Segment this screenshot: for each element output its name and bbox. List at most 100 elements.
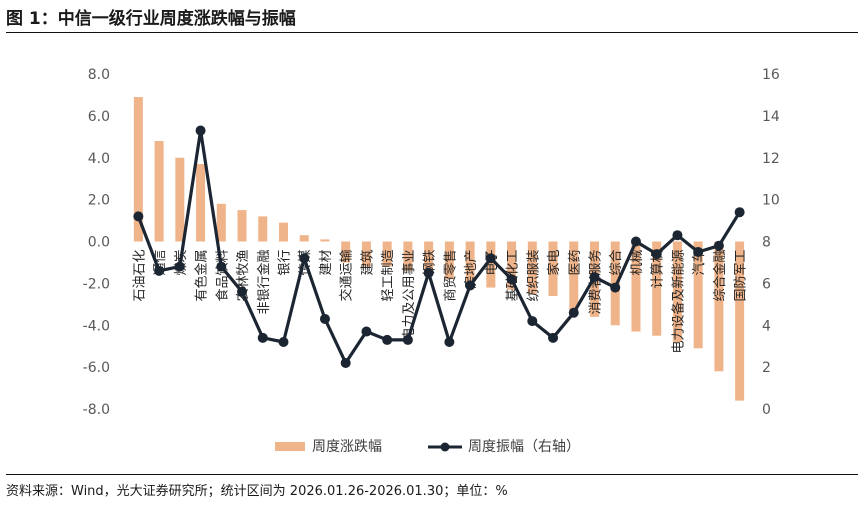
amplitude-point-28	[713, 240, 724, 251]
category-label: 电力及公用事业	[402, 250, 417, 341]
amplitude-point-26	[672, 230, 683, 241]
bar-10	[341, 241, 351, 263]
category-label: 交通运输	[339, 250, 355, 302]
amplitude-point-8	[299, 253, 310, 264]
amplitude-point-17	[485, 253, 496, 264]
bar-7	[279, 222, 288, 242]
amplitude-point-1	[154, 265, 165, 276]
amplitude-point-25	[651, 249, 662, 260]
y-right-tick-label: 6	[762, 276, 771, 292]
amplitude-point-0	[133, 211, 144, 222]
amplitude-point-21	[568, 307, 579, 318]
category-label: 有色金属	[194, 249, 210, 301]
category-label: 建材	[319, 250, 334, 276]
amplitude-point-7	[278, 337, 289, 347]
bar-17	[486, 241, 496, 288]
amplitude-point-3	[195, 125, 206, 136]
bar-11	[361, 241, 371, 267]
amplitude-point-22	[589, 272, 600, 283]
y-right-tick-label: 10	[762, 193, 780, 209]
amplitude-point-2	[174, 261, 185, 272]
y-right-tick-label: 16	[762, 67, 780, 83]
amplitude-point-11	[361, 326, 372, 337]
bar-26	[672, 241, 682, 342]
chart-title: 图 1：中信一级行业周度涨跌幅与振幅	[6, 9, 296, 29]
amplitude-point-18	[506, 274, 517, 285]
category-label: 计算机	[651, 250, 666, 289]
category-label: 轻工制造	[381, 250, 396, 302]
category-label: 建筑	[359, 250, 375, 276]
y-right-tick-label: 2	[762, 360, 771, 376]
amplitude-point-4	[216, 261, 227, 272]
bottom-rule	[6, 474, 858, 475]
bar-8	[299, 235, 309, 242]
category-label: 电力设备及新能源	[670, 250, 686, 354]
amplitude-point-15	[444, 337, 455, 347]
amplitude-point-10	[340, 357, 351, 368]
category-label: 家电	[546, 250, 562, 276]
chart: -8.0 -6.0 -4.0 -2.0 0.0 2.0 4.0 6.0 8.0 0 2 4 6 8 10 12…	[83, 67, 780, 455]
y-left-tick-label: -8.0	[83, 402, 110, 418]
amplitude-point-9	[319, 313, 330, 324]
amplitude-point-13	[402, 334, 413, 345]
amplitude-point-16	[465, 280, 476, 291]
bar-21	[569, 241, 579, 311]
bar-4	[216, 203, 226, 242]
top-rule	[6, 32, 858, 33]
bar-3	[196, 164, 206, 242]
category-label: 消费者服务	[588, 250, 604, 315]
y-left-tick-label: -2.0	[83, 276, 110, 292]
y-left-tick-label: -6.0	[83, 360, 110, 376]
category-label: 机械	[630, 250, 645, 276]
bar-18	[507, 241, 517, 290]
bar-5	[237, 210, 247, 242]
bar-20	[548, 241, 558, 296]
bar-28	[714, 241, 724, 372]
bar-2	[175, 157, 185, 242]
y-left-tick-label: 6.0	[88, 109, 110, 125]
category-label: 医药	[568, 250, 583, 276]
category-label: 非银行金融	[256, 250, 272, 315]
bar-14	[424, 241, 434, 275]
amplitude-point-29	[734, 207, 745, 218]
bar-19	[527, 241, 537, 294]
amplitude-point-19	[527, 316, 538, 327]
bar-1	[154, 141, 164, 242]
bar-27	[693, 241, 703, 349]
y-left-tick-label: 4.0	[88, 151, 110, 167]
bar-6	[258, 216, 268, 242]
amplitude-line	[136, 128, 742, 365]
y-left-tick-label: -4.0	[83, 318, 110, 334]
category-label: 纺织服装	[526, 250, 541, 302]
category-label: 综合	[609, 250, 624, 276]
amplitude-point-20	[548, 332, 559, 343]
y-right-tick-label: 8	[762, 235, 771, 251]
amplitude-point-23	[610, 282, 621, 293]
y-left-tick-label: 2.0	[88, 193, 110, 209]
category-label: 汽车	[691, 250, 707, 276]
y-right-tick-label: 12	[762, 151, 780, 167]
legend-bar-label: 周度涨跌幅	[312, 439, 382, 455]
bar-25	[652, 241, 662, 336]
category-label: 石油石化	[132, 250, 147, 302]
y-right-tick-label: 14	[762, 109, 780, 125]
legend-line-label: 周度振幅（右轴）	[468, 439, 580, 455]
category-label: 银行	[278, 250, 293, 276]
y-left-tick-label: 8.0	[88, 67, 110, 83]
source-note: 资料来源：Wind，光大证券研究所；统计区间为 2026.01.26-2026.…	[6, 484, 508, 499]
category-label: 国防军工	[733, 250, 749, 302]
category-label: 商贸零售	[442, 250, 458, 302]
category-label: 综合金融	[712, 250, 728, 302]
amplitude-point-14	[423, 267, 434, 278]
bar-9	[320, 239, 330, 242]
bar-15	[444, 241, 454, 280]
legend-line-marker	[440, 442, 450, 452]
amplitude-point-12	[382, 334, 393, 345]
bar-29	[735, 241, 745, 401]
y-left-tick-label: 0.0	[88, 235, 110, 251]
category-label: 食品饮料	[214, 249, 230, 301]
amplitude-point-27	[693, 246, 704, 257]
legend-bar-swatch	[275, 442, 305, 451]
bar-13	[403, 241, 413, 271]
y-right-tick-label: 0	[762, 402, 771, 418]
